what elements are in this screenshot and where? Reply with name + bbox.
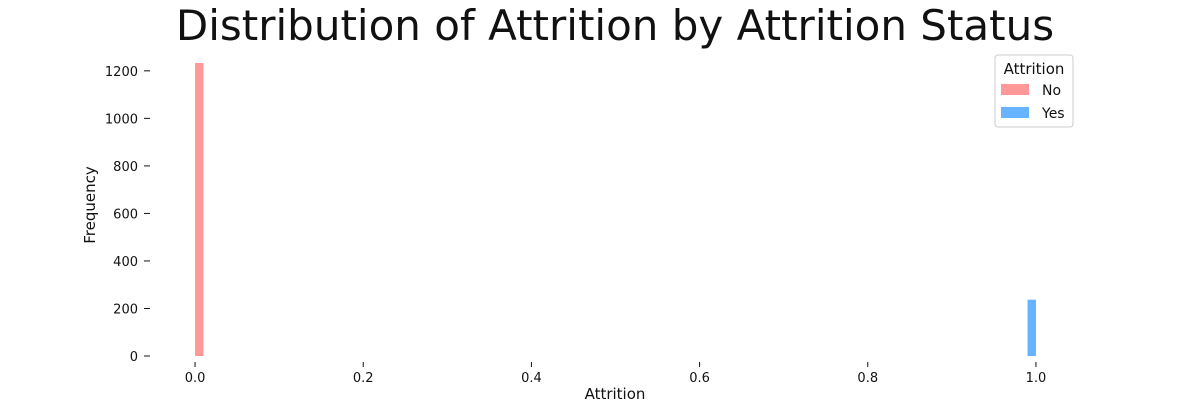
legend-label-yes: Yes	[1041, 106, 1065, 122]
x-tick-label: 1.0	[1026, 371, 1047, 386]
y-tick-label: 1000	[105, 112, 138, 127]
y-axis-label: Frequency	[81, 166, 99, 244]
x-tick-label: 0.2	[353, 371, 374, 386]
legend-swatch-yes	[1001, 107, 1029, 118]
y-tick-label: 600	[113, 207, 138, 222]
x-tick-label: 0.0	[185, 371, 206, 386]
histogram-bar-yes	[1027, 299, 1036, 356]
histogram-bar-no	[195, 63, 204, 356]
x-tick-label: 0.4	[521, 371, 542, 386]
y-tick-label: 200	[113, 302, 138, 317]
legend-label-no: No	[1042, 83, 1061, 99]
legend: Attrition No Yes	[994, 54, 1074, 128]
legend-title: Attrition	[1004, 60, 1065, 78]
chart-title: Distribution of Attrition by Attrition S…	[176, 1, 1054, 50]
y-tick-label: 1200	[105, 65, 138, 80]
y-tick-label: 0	[130, 350, 138, 365]
x-tick-label: 0.6	[689, 371, 710, 386]
x-axis-label: Attrition	[585, 385, 646, 400]
x-tick-label: 0.8	[857, 371, 878, 386]
plot-area: 0 200 400 600 800 1000 1200 0.0 0.2 0.4 0.6 0.8 1.0	[105, 63, 1046, 386]
y-tick-label: 400	[113, 255, 138, 270]
y-tick-label: 800	[113, 160, 138, 175]
legend-items: No Yes	[1001, 83, 1065, 122]
legend-swatch-no	[1001, 84, 1029, 95]
